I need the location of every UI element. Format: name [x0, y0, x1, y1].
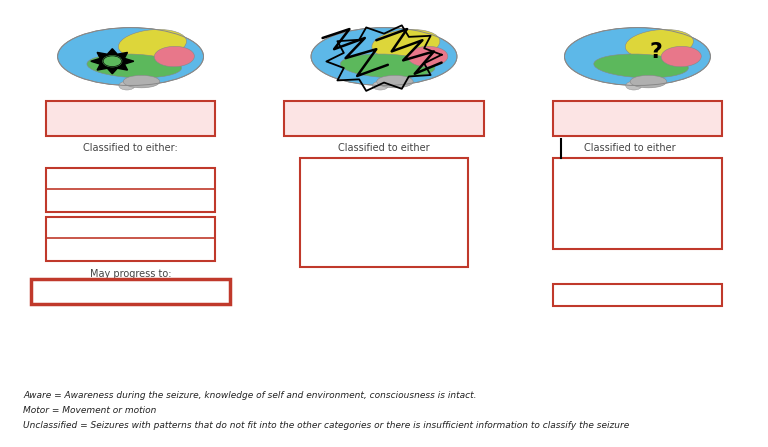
Ellipse shape: [626, 81, 642, 90]
Ellipse shape: [123, 75, 160, 88]
Text: Aware: Aware: [110, 172, 151, 186]
Ellipse shape: [340, 54, 435, 78]
Ellipse shape: [625, 30, 694, 59]
Text: Unclassified = Seizures with patterns that do not fit into the other categories : Unclassified = Seizures with patterns th…: [23, 422, 629, 430]
Ellipse shape: [372, 81, 389, 90]
Text: Motor: Motor: [309, 176, 348, 190]
FancyBboxPatch shape: [300, 158, 468, 267]
Text: –   Tonic clonic: – Tonic clonic: [309, 191, 401, 204]
Text: –   Tonic clonic: – Tonic clonic: [562, 190, 654, 202]
Ellipse shape: [119, 81, 135, 90]
Ellipse shape: [564, 28, 710, 85]
Text: Aware = Awareness during the seizure, knowledge of self and environment, conscio: Aware = Awareness during the seizure, kn…: [23, 391, 476, 400]
Text: Non-motor: Non-motor: [309, 220, 379, 234]
FancyBboxPatch shape: [284, 101, 484, 136]
Text: Generalised  Onset: Generalised Onset: [303, 111, 465, 126]
FancyBboxPatch shape: [46, 168, 215, 212]
Ellipse shape: [372, 30, 440, 59]
FancyBboxPatch shape: [553, 157, 722, 249]
Text: (Absence seizures): (Absence seizures): [309, 235, 420, 249]
Text: Focal Onset: Focal Onset: [81, 111, 180, 126]
Text: Impaired awareness: Impaired awareness: [64, 192, 197, 205]
FancyBboxPatch shape: [46, 101, 215, 136]
Text: Focal to bilateral tonic-clonic: Focal to bilateral tonic-clonic: [35, 285, 227, 298]
Circle shape: [103, 56, 121, 67]
Ellipse shape: [58, 28, 204, 85]
Ellipse shape: [376, 75, 413, 88]
Text: Motor Onset: Motor Onset: [89, 221, 172, 235]
Text: Non-motor Onset: Non-motor Onset: [74, 240, 187, 254]
Text: Motor = Movement or motion: Motor = Movement or motion: [23, 406, 157, 415]
Text: –   Other motor: – Other motor: [562, 204, 660, 217]
Ellipse shape: [661, 46, 701, 67]
Text: Unknown Onset: Unknown Onset: [570, 111, 705, 126]
Polygon shape: [91, 49, 134, 74]
Text: –   Other motor: – Other motor: [309, 206, 406, 219]
FancyBboxPatch shape: [46, 217, 215, 261]
Text: Motor: Motor: [562, 175, 601, 188]
Ellipse shape: [87, 54, 181, 78]
Ellipse shape: [630, 75, 667, 88]
Text: ?: ?: [649, 42, 662, 62]
Text: Classified to either: Classified to either: [584, 143, 676, 153]
Text: Classified to either:: Classified to either:: [83, 143, 178, 153]
Text: May progress to:: May progress to:: [90, 269, 171, 279]
Text: Classified to either: Classified to either: [338, 143, 430, 153]
Text: Non-motor: Non-motor: [562, 219, 633, 232]
Ellipse shape: [154, 46, 194, 67]
Text: Unclassified: Unclassified: [598, 288, 677, 302]
FancyBboxPatch shape: [553, 101, 722, 136]
Ellipse shape: [408, 46, 448, 67]
FancyBboxPatch shape: [31, 279, 230, 304]
FancyBboxPatch shape: [553, 284, 722, 306]
Ellipse shape: [118, 30, 187, 59]
Ellipse shape: [311, 28, 457, 85]
Ellipse shape: [594, 54, 688, 78]
